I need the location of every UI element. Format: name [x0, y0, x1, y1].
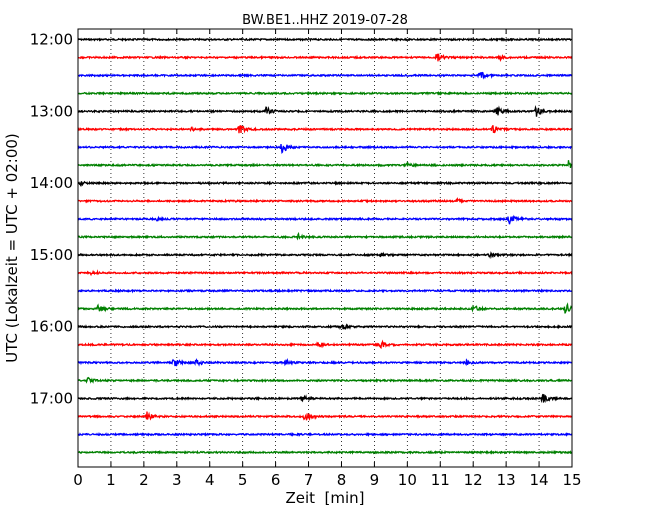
y-tick-label: 14:00 [30, 174, 73, 192]
chart-title: BW.BE1..HHZ 2019-07-28 [242, 13, 408, 28]
x-tick-label: 12 [464, 471, 483, 489]
trace-1545 [77, 302, 573, 314]
x-tick-label: 9 [370, 471, 380, 489]
y-tick-label: 16:00 [30, 318, 73, 336]
trace-1600 [77, 323, 573, 331]
trace-1200 [77, 37, 573, 43]
trace-1645 [77, 376, 573, 384]
trace-1415 [77, 197, 573, 204]
trace-1430 [77, 214, 573, 225]
trace-1500 [77, 251, 573, 260]
trace-1615 [77, 339, 573, 350]
trace-1345 [77, 160, 573, 169]
trace-1630 [77, 357, 573, 367]
x-tick-label: 7 [304, 471, 314, 489]
trace-1215 [77, 53, 573, 63]
trace-1315 [77, 125, 573, 134]
grid-lines [110, 29, 540, 467]
x-tick-label: 0 [73, 471, 83, 489]
x-tick-label: 10 [398, 471, 417, 489]
trace-1530 [77, 288, 573, 294]
x-tick-label: 4 [205, 471, 215, 489]
trace-1700 [77, 393, 573, 404]
trace-1330 [77, 144, 573, 155]
trace-1730 [77, 431, 573, 437]
x-tick-label: 14 [530, 471, 549, 489]
x-tick-label: 11 [431, 471, 450, 489]
trace-1445 [77, 231, 573, 241]
x-axis-label: Zeit [min] [285, 489, 364, 507]
trace-1515 [77, 269, 573, 277]
trace-1715 [77, 411, 573, 421]
y-axis-ticks: 12:00 13:00 14:00 15:00 16:00 17:00 [30, 31, 572, 408]
x-tick-label: 8 [337, 471, 347, 489]
y-axis-label: UTC (Lokalzeit = UTC + 02:00) [3, 133, 21, 363]
trace-1300 [77, 104, 573, 117]
y-tick-label: 12:00 [30, 31, 73, 49]
trace-1230 [77, 71, 573, 80]
y-tick-label: 15:00 [30, 246, 73, 264]
x-tick-label: 6 [271, 471, 281, 489]
trace-1245 [77, 90, 573, 96]
x-tick-label: 2 [139, 471, 149, 489]
y-tick-label: 13:00 [30, 102, 73, 120]
x-tick-label: 15 [562, 471, 581, 489]
seismogram-traces [77, 37, 573, 455]
x-tick-label: 13 [497, 471, 516, 489]
x-axis-ticks: 0 1 2 3 4 5 6 7 8 9 10 11 12 13 14 15 [73, 29, 582, 489]
y-tick-label: 17:00 [30, 390, 73, 408]
trace-1400 [77, 180, 573, 187]
trace-1745 [77, 449, 573, 455]
x-tick-label: 1 [106, 471, 116, 489]
x-tick-label: 3 [172, 471, 182, 489]
plot-frame [77, 28, 573, 468]
x-tick-label: 5 [238, 471, 248, 489]
